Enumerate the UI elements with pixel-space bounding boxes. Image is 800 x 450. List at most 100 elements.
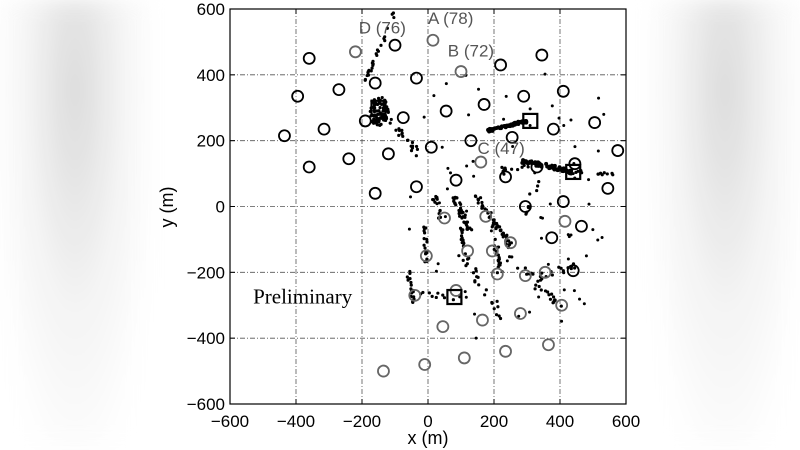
y-tick-label: −400 [187, 329, 225, 348]
detector-marker-gray [454, 65, 468, 78]
event-point [582, 302, 586, 306]
detector-marker-gray [461, 244, 475, 258]
event-point [496, 305, 500, 309]
event-point [520, 165, 524, 169]
detector-marker [332, 83, 346, 97]
event-point [550, 104, 554, 108]
event-point [559, 304, 563, 308]
detector-marker-gray [377, 364, 390, 378]
event-point [501, 231, 505, 235]
event-point [562, 288, 566, 292]
event-point [401, 134, 405, 138]
event-point [409, 283, 413, 287]
detector-marker-gray [436, 320, 450, 334]
event-point [441, 293, 445, 297]
event-point [443, 215, 447, 219]
event-point [474, 267, 478, 271]
event-point [457, 208, 461, 213]
event-point [546, 262, 550, 266]
event-point [569, 118, 573, 122]
annotation-label: B (72) [448, 42, 494, 61]
event-point [378, 123, 382, 127]
event-point [422, 229, 426, 233]
event-point [513, 120, 518, 125]
y-tick-label: 0 [216, 198, 225, 217]
event-point [489, 229, 493, 233]
event-point [378, 101, 382, 105]
event-point [491, 221, 496, 225]
detector-marker [291, 89, 305, 103]
event-point [596, 172, 600, 176]
event-point [421, 290, 425, 295]
event-point [437, 201, 441, 205]
event-point [467, 226, 471, 230]
event-point [382, 116, 386, 120]
event-point [467, 113, 471, 117]
event-point [470, 228, 474, 232]
event-point [394, 128, 398, 132]
event-point [528, 107, 532, 111]
detector-marker [424, 140, 438, 154]
y-tick-label: 400 [197, 66, 225, 85]
event-point [540, 271, 544, 275]
event-point [551, 295, 556, 299]
event-point [405, 138, 410, 142]
event-point [442, 296, 447, 300]
detector-marker [278, 129, 291, 143]
event-point [567, 235, 571, 239]
event-point [475, 275, 479, 279]
square-marker [370, 99, 387, 116]
blurred-background-right [650, 0, 800, 450]
event-point [436, 291, 440, 295]
detector-marker [505, 130, 519, 144]
event-point [370, 66, 374, 70]
x-tick-label: 0 [423, 412, 432, 431]
detector-marker [464, 134, 478, 148]
event-point [391, 11, 396, 15]
event-point [494, 226, 498, 231]
detector-marker-gray [419, 249, 433, 263]
event-point [432, 94, 436, 98]
event-point [539, 236, 543, 240]
event-point [476, 201, 480, 205]
event-point [378, 111, 382, 115]
event-point [380, 95, 384, 100]
event-point [374, 52, 378, 56]
event-point [573, 145, 577, 149]
event-point [451, 298, 455, 302]
event-point [502, 172, 506, 176]
axis-ticks: −600 −400 −200 0 200 400 600 −600 −400 −200 0 200 40… [187, 0, 640, 431]
event-point [605, 172, 609, 176]
event-point [522, 163, 526, 167]
square-marker [446, 288, 463, 306]
detector-marker-gray [499, 344, 512, 358]
y-tick-label: 200 [197, 132, 225, 151]
y-axis-label: y (m) [157, 187, 177, 228]
event-point [493, 237, 497, 241]
event-point [484, 288, 488, 292]
event-point [504, 94, 508, 98]
detector-marker-gray [538, 265, 552, 279]
event-point [505, 233, 509, 237]
event-point [371, 59, 375, 63]
event-point [567, 170, 572, 175]
event-point [434, 295, 438, 300]
event-point [465, 164, 469, 168]
event-point [409, 280, 413, 285]
event-point [562, 123, 566, 127]
event-point [415, 147, 420, 151]
event-point [460, 211, 464, 215]
event-point [602, 171, 606, 175]
event-point [557, 116, 561, 120]
detector-marker [358, 114, 372, 128]
event-point [372, 117, 376, 121]
event-point [602, 112, 606, 116]
square-markers [370, 99, 582, 306]
event-point [378, 106, 382, 110]
event-point [376, 96, 381, 101]
event-point [553, 298, 557, 302]
detector-marker [410, 180, 423, 194]
event-point [374, 121, 378, 125]
event-point [526, 162, 530, 166]
